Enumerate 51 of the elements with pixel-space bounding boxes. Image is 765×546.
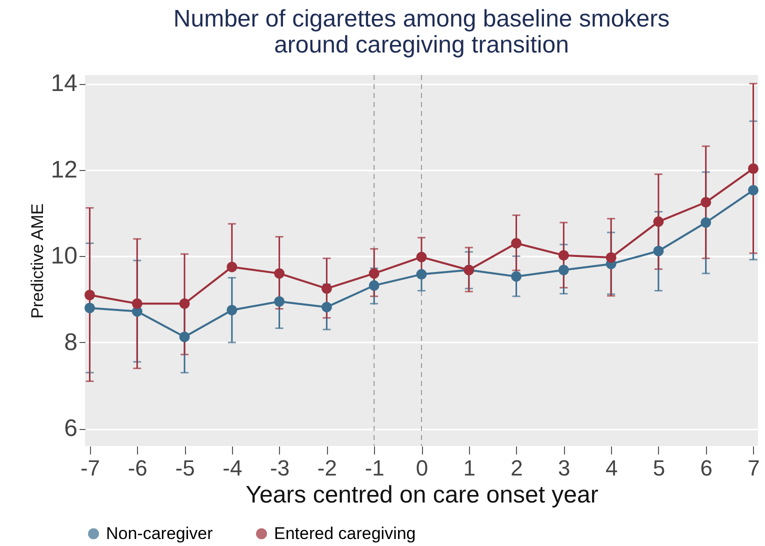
- x-tick-label: 2: [510, 456, 523, 480]
- point: [274, 268, 285, 279]
- x-tick-label: -3: [270, 456, 290, 480]
- x-tick-label: 3: [558, 456, 570, 480]
- x-tick-label: 6: [700, 456, 712, 480]
- point: [84, 290, 95, 300]
- y-tick-label: 10: [50, 242, 78, 270]
- y-tick-label: 6: [64, 415, 78, 442]
- x-tick-label: 7: [748, 456, 760, 480]
- x-tick-label: -1: [364, 456, 384, 480]
- point: [748, 163, 759, 174]
- point: [416, 269, 427, 280]
- y-tick-label: 12: [50, 156, 78, 184]
- point: [321, 283, 332, 294]
- x-tick-label: -7: [80, 456, 100, 480]
- x-axis-title: Years centred on care onset year: [246, 482, 598, 508]
- x-tick-label: 1: [463, 456, 476, 480]
- point: [368, 280, 380, 291]
- point: [368, 268, 380, 279]
- point: [700, 197, 712, 208]
- point: [558, 264, 569, 276]
- point: [511, 238, 522, 248]
- x-tick-label: -4: [222, 456, 242, 480]
- legend-label: Non-caregiver: [106, 524, 214, 543]
- x-tick-label: 4: [605, 456, 618, 480]
- x-tick-label: -5: [175, 456, 195, 480]
- point: [653, 246, 664, 256]
- chart-title: Number of cigarettes among baseline smokers around caregiving transition: [173, 6, 670, 59]
- point: [653, 216, 664, 227]
- x-tick-label: 5: [652, 456, 666, 480]
- point: [748, 184, 759, 196]
- point: [558, 250, 569, 261]
- point: [511, 271, 522, 282]
- point: [226, 262, 238, 272]
- point: [84, 302, 95, 314]
- y-axis-title: Predictive AME: [28, 203, 47, 319]
- point: [416, 252, 427, 262]
- x-tick-label: 0: [416, 456, 428, 480]
- x-tick-label: -6: [128, 456, 148, 480]
- x-tick-label: -2: [317, 456, 337, 480]
- point: [179, 298, 190, 309]
- y-tick-label: 14: [50, 70, 78, 98]
- point: [132, 298, 142, 309]
- point: [321, 302, 332, 312]
- point: [226, 304, 238, 316]
- y-tick-label: 8: [64, 328, 78, 356]
- legend-label: Entered caregiving: [274, 524, 416, 543]
- point: [179, 332, 190, 342]
- point: [700, 217, 712, 228]
- point: [274, 296, 285, 307]
- point: [606, 252, 616, 263]
